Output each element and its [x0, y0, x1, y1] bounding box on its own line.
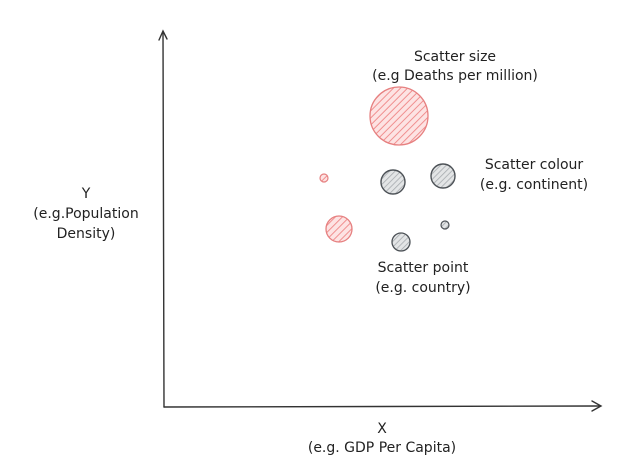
bubble-small-grey	[391, 232, 411, 252]
x-axis-line	[163, 405, 601, 408]
x-axis-arrow	[591, 400, 603, 412]
y-axis-label: Y	[81, 186, 91, 202]
x-axis-sublabel: (e.g. GDP Per Capita)	[308, 440, 456, 456]
point-title: Scatter point	[378, 260, 469, 276]
axes	[158, 29, 603, 412]
bubble-tiny-red	[319, 173, 329, 183]
size-example: (e.g Deaths per million)	[372, 68, 538, 84]
bubble-tiny-grey	[440, 220, 450, 230]
colour-example: (e.g. continent)	[480, 177, 588, 193]
bubble-mid-grey-right	[430, 163, 456, 189]
y-axis-line	[162, 31, 165, 408]
bubble-large-red	[369, 86, 429, 146]
y-axis-arrow	[158, 29, 168, 41]
size-title: Scatter size	[414, 49, 496, 65]
point-example: (e.g. country)	[375, 280, 470, 296]
y-axis-sublabel-line1: (e.g.Population	[33, 206, 138, 222]
x-axis-label: X	[377, 421, 387, 437]
scatter-points	[319, 86, 456, 252]
colour-title: Scatter colour	[485, 157, 584, 173]
bubble-medium-red	[325, 215, 353, 243]
y-axis-sublabel-line2: Density)	[57, 226, 116, 242]
bubble-mid-grey	[380, 169, 406, 195]
